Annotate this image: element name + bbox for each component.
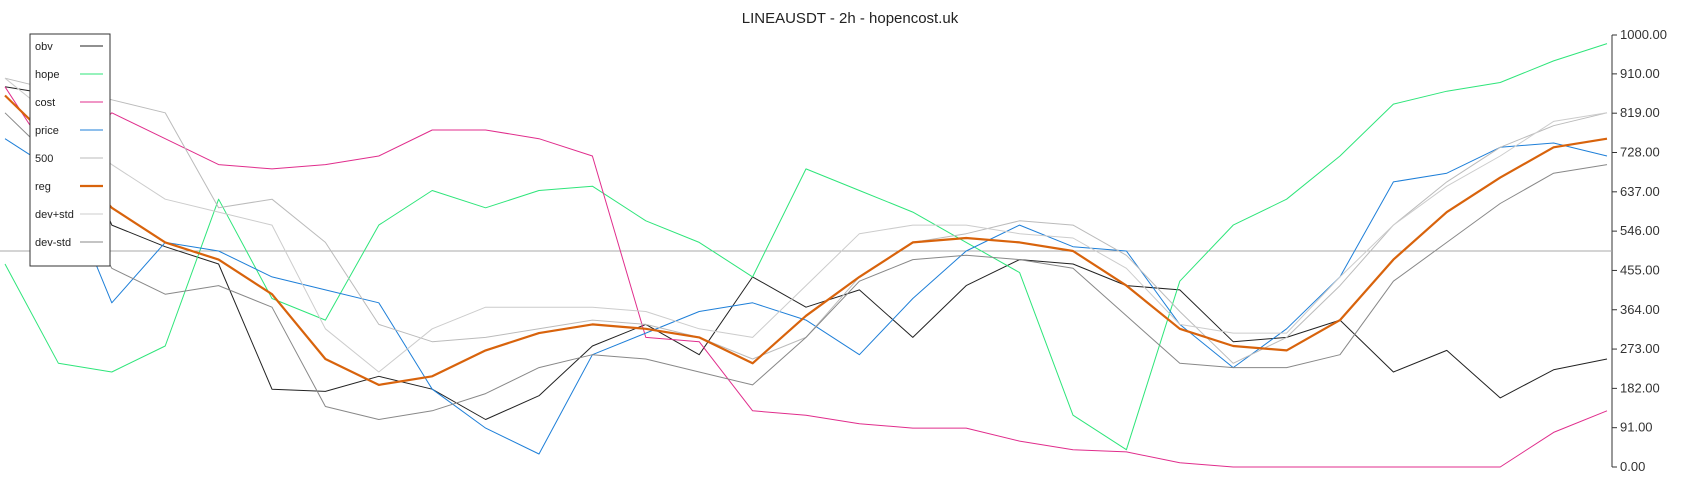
y-tick-label: 182.00 <box>1620 380 1660 395</box>
legend-label: 500 <box>35 153 53 165</box>
y-tick-label: 637.00 <box>1620 184 1660 199</box>
y-tick-label: 273.00 <box>1620 341 1660 356</box>
y-tick-label: 0.00 <box>1620 459 1645 474</box>
legend-label: dev-std <box>35 237 71 249</box>
series-line-cost <box>4 86 1608 468</box>
y-tick-label: 91.00 <box>1620 420 1653 435</box>
legend-label: hope <box>35 69 59 81</box>
y-tick-label: 819.00 <box>1620 105 1660 120</box>
legend-box <box>29 33 111 267</box>
legend-label: obv <box>35 41 53 53</box>
y-tick-label: 1000.00 <box>1620 27 1667 42</box>
y-tick-label: 364.00 <box>1620 302 1660 317</box>
legend-label: price <box>35 125 59 137</box>
y-tick-label: 546.00 <box>1620 223 1660 238</box>
series-line-dev-std <box>4 77 1608 373</box>
series-line-dev-std <box>4 112 1608 420</box>
legend-label: dev+std <box>35 209 74 221</box>
series-line-obv <box>4 86 1608 420</box>
y-tick-label: 910.00 <box>1620 66 1660 81</box>
legend-label: reg <box>35 181 51 193</box>
series-line-hope <box>4 43 1608 451</box>
y-tick-label: 728.00 <box>1620 145 1660 160</box>
series-line-reg <box>4 94 1608 386</box>
y-tick-label: 455.00 <box>1620 262 1660 277</box>
legend-label: cost <box>35 97 55 109</box>
chart-title: LINEAUSDT - 2h - hopencost.uk <box>741 10 959 27</box>
